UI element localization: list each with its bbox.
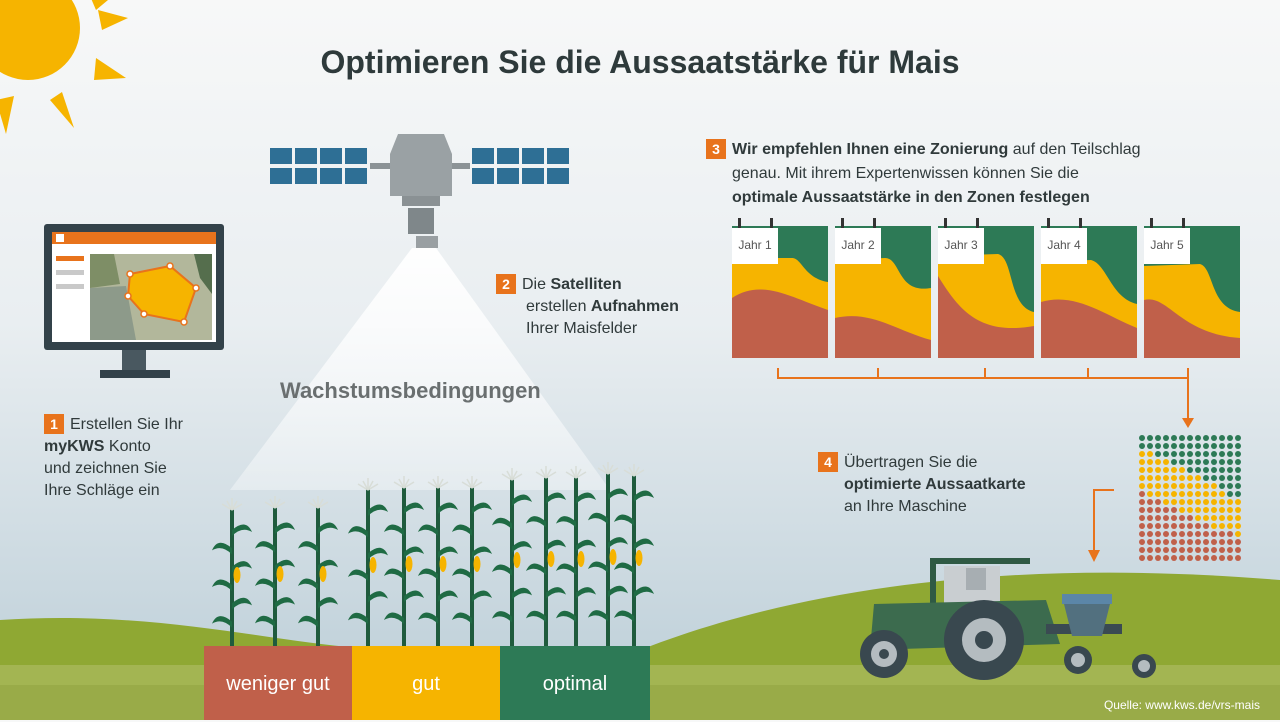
step-3-bold-1: Wir empfehlen Ihnen eine Zonierung (732, 141, 1009, 158)
step-3-bold-2: optimale Aussaatstärke in den Zonen fest… (732, 189, 1090, 206)
source-credit: Quelle: www.kws.de/vrs-mais (1103, 698, 1260, 712)
condition-label-weniger-gut: weniger gut (226, 673, 330, 695)
year-map-4: Jahr 4 (1041, 218, 1137, 358)
step-1-line-4: Ihre Schläge ein (44, 482, 160, 499)
tractor-icon (860, 558, 1156, 680)
step-4-line-1: Übertragen Sie die (844, 454, 978, 471)
corn-plants (212, 462, 654, 650)
step-2-prefix: Die (522, 276, 551, 293)
step-1-badge: 1 (44, 414, 64, 434)
step-3-line-2: genau. Mit ihrem Expertenwissen können S… (732, 165, 1079, 182)
condition-bar-gut: gut (352, 646, 500, 720)
step-4-bold: optimierte Aussaatkarte (844, 476, 1026, 493)
year-map-5: Jahr 5 (1144, 218, 1240, 358)
condition-bar-optimal: optimal (500, 646, 650, 720)
step-2-bold-2: Aufnahmen (590, 298, 679, 315)
satellite-beam (230, 248, 610, 490)
year-label-3: Jahr 3 (938, 228, 984, 264)
condition-bar-weniger-gut: weniger gut (204, 646, 352, 720)
step-3-text: 3 Wir empfehlen Ihnen eine Zonierung auf … (706, 138, 1246, 210)
step-2-badge: 2 (496, 274, 516, 294)
step-1-text: 1 Erstellen Sie Ihr myKWS Konto und zeich… (44, 414, 244, 502)
condition-label-gut: gut (412, 673, 440, 695)
step-1-bold: myKWS (44, 438, 105, 455)
seeding-map-icon (1139, 435, 1241, 561)
step-2-line-3: Ihrer Maisfelder (526, 320, 638, 337)
computer-monitor-icon (44, 224, 224, 378)
year-map-2: Jahr 2 (835, 218, 931, 358)
connector-bracket (777, 368, 1194, 428)
step-1-line-2: Konto (104, 438, 151, 455)
step-2-bold-1: Satelliten (550, 276, 622, 293)
year-label-1: Jahr 1 (732, 228, 778, 264)
step-2-text: 2 Die Satelliten erstellen Aufnahmen Ihre… (496, 274, 726, 340)
step-3-rest-1: auf den Teilschlag (1008, 141, 1141, 158)
year-label-4: Jahr 4 (1041, 228, 1087, 264)
step-4-text: 4 Übertragen Sie die optimierte Aussaatka… (818, 452, 1078, 518)
year-map-1: Jahr 1 (732, 218, 828, 358)
step-1-line-3: und zeichnen Sie (44, 460, 167, 477)
step-3-badge: 3 (706, 139, 726, 159)
satellite-icon (270, 134, 569, 248)
step-4-line-3: an Ihre Maschine (844, 498, 967, 515)
year-label-2: Jahr 2 (835, 228, 881, 264)
page-title: Optimieren Sie die Aussaatstärke für Mai… (320, 44, 960, 80)
year-label-5: Jahr 5 (1144, 228, 1190, 264)
growth-conditions-label: Wachstumsbedingungen (280, 378, 541, 403)
step-1-line-1: Erstellen Sie Ihr (70, 416, 183, 433)
transfer-arrow (1088, 489, 1114, 562)
sun-icon (0, 0, 128, 134)
step-2-line-2: erstellen (526, 298, 591, 315)
year-map-3: Jahr 3 (938, 218, 1034, 358)
step-4-badge: 4 (818, 452, 838, 472)
condition-label-optimal: optimal (542, 673, 608, 695)
